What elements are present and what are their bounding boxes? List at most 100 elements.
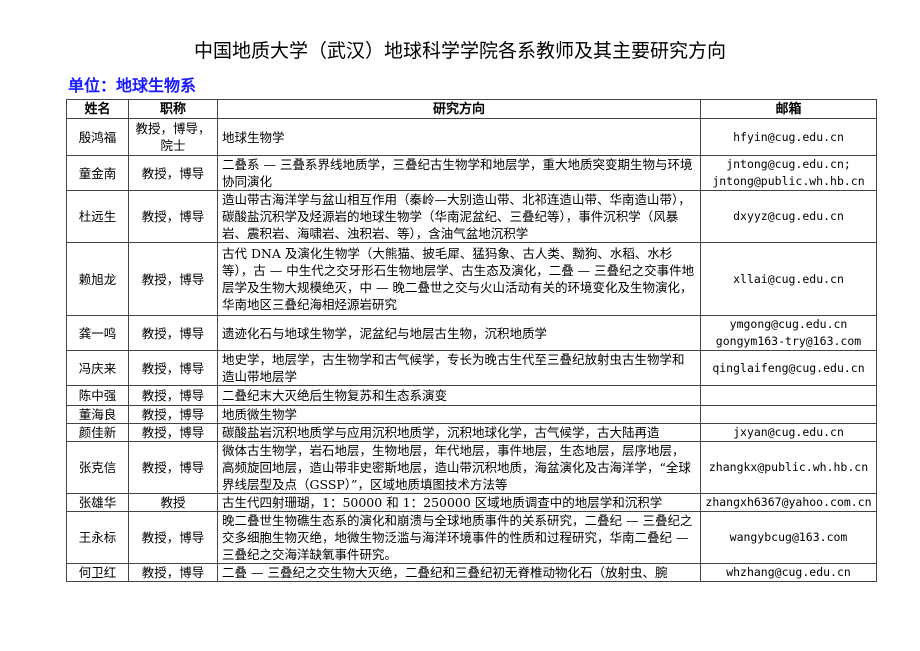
- name-cell-text: 殷鸿福: [78, 129, 117, 145]
- email-cell-text[interactable]: hfyin@cug.edu.cn: [733, 129, 844, 144]
- research-cell-text: 碳酸盐岩沉积地质学与应用沉积地质学，沉积地球化学，古气候学，古大陆再造: [222, 425, 660, 440]
- title-cell: 教授，博导，院士: [128, 118, 218, 156]
- table-row: 龚一鸣 教授，博导 遗迹化石与地球生物学，泥盆纪与地层古生物，沉积地质学 ymgong…: [66, 315, 877, 351]
- name-cell-text: 董海良: [78, 407, 117, 422]
- table-row: 王永标 教授，博导 晚二叠世生物礁生态系的演化和崩溃与全球地质事件的关系研究，二叠纪…: [66, 511, 877, 564]
- title-cell-text: 教授，博导: [141, 425, 205, 440]
- table-row: 赖旭龙 教授，博导 古代 DNA 及演化生物学（大熊猫、披毛犀、猛犸象、古人类、黝狗…: [66, 242, 877, 316]
- title-cell-text: 教授，博导: [141, 165, 205, 181]
- name-cell: 殷鸿福: [66, 118, 129, 156]
- title-cell-text: 教授，博导: [141, 388, 205, 403]
- research-cell-text: 地球生物学: [222, 129, 285, 145]
- research-cell: 晚二叠世生物礁生态系的演化和崩溃与全球地质事件的关系研究，二叠纪 — 三叠纪之交…: [217, 511, 701, 564]
- title-cell: 教授: [128, 493, 218, 512]
- title-cell: 教授，博导: [128, 511, 218, 564]
- table-row: 董海良 教授，博导 地质微生物学: [66, 405, 877, 424]
- email-cell-text[interactable]: zhangxh6367@yahoo.com.cn: [705, 495, 872, 509]
- title-cell-text: 教授，博导: [141, 325, 205, 341]
- email-cell-text[interactable]: dxyyz@cug.edu.cn: [733, 209, 844, 223]
- name-cell: 龚一鸣: [66, 315, 129, 351]
- research-cell-text: 古生代四射珊瑚，1：50000 和 1：250000 区域地质调查中的地层学和沉…: [222, 495, 663, 510]
- email-cell-text[interactable]: ymgong@cug.edu.cn gongym163-try@163.com: [715, 317, 862, 348]
- name-cell-text: 颜佳新: [78, 425, 117, 440]
- research-cell: 地质微生物学: [217, 405, 701, 424]
- research-cell: 微体古生物学，岩石地层，生物地层，年代地层，事件地层，生态地层，层序地层，高频旋…: [217, 441, 701, 494]
- header-research: 研究方向: [217, 99, 701, 119]
- name-cell: 王永标: [66, 511, 129, 564]
- title-cell: 教授，博导: [128, 350, 218, 386]
- email-cell-text[interactable]: jxyan@cug.edu.cn: [733, 425, 844, 439]
- title-cell: 教授，博导: [128, 190, 218, 243]
- email-cell-text[interactable]: whzhang@cug.edu.cn: [726, 565, 851, 579]
- title-cell-text: 教授，博导，院士: [135, 121, 211, 153]
- name-cell-text: 陈中强: [78, 388, 117, 403]
- name-cell: 何卫红: [66, 563, 129, 582]
- email-cell-text[interactable]: xllai@cug.edu.cn: [733, 271, 844, 286]
- title-cell-text: 教授，博导: [141, 407, 205, 422]
- table-row: 殷鸿福 教授，博导，院士 地球生物学 hfyin@cug.edu.cn: [66, 118, 877, 156]
- title-cell: 教授，博导: [128, 423, 218, 442]
- table-row: 颜佳新 教授，博导 碳酸盐岩沉积地质学与应用沉积地质学，沉积地球化学，古气候学，古大…: [66, 423, 877, 442]
- name-cell: 赖旭龙: [66, 242, 129, 316]
- header-name: 姓名: [66, 99, 129, 119]
- header-title: 职称: [128, 99, 218, 119]
- email-cell-text[interactable]: wangybcug@163.com: [729, 530, 848, 544]
- title-cell: 教授，博导: [128, 242, 218, 316]
- research-cell: 地史学，地层学，古生物学和古气候学，专长为晚古生代至三叠纪放射虫古生物学和造山带…: [217, 350, 701, 386]
- research-cell: 二叠纪末大灭绝后生物复苏和生态系演变: [217, 385, 701, 406]
- document-title: 中国地质大学（武汉）地球科学学院各系教师及其主要研究方向: [193, 40, 726, 62]
- table-header: 姓名 职称 研究方向 邮箱: [66, 99, 877, 119]
- title-cell: 教授，博导: [128, 385, 218, 406]
- title-cell: 教授，博导: [128, 563, 218, 582]
- research-cell-text: 晚二叠世生物礁生态系的演化和崩溃与全球地质事件的关系研究，二叠纪 — 三叠纪之交…: [222, 513, 693, 562]
- title-cell-text: 教授，博导: [141, 530, 205, 545]
- email-cell-text[interactable]: jntong@cug.edu.cn; jntong@public.wh.hb.c…: [712, 157, 865, 188]
- email-cell: hfyin@cug.edu.cn: [700, 118, 877, 156]
- research-cell: 造山带古海洋学与盆山相互作用（秦岭—大别造山带、北祁连造山带、华南造山带），碳酸…: [217, 190, 701, 243]
- title-cell-text: 教授，博导: [141, 209, 205, 224]
- name-cell: 董海良: [66, 405, 129, 424]
- title-cell-text: 教授，博导: [141, 360, 205, 376]
- name-cell-text: 龚一鸣: [78, 325, 117, 341]
- name-cell: 颜佳新: [66, 423, 129, 442]
- name-cell-text: 赖旭龙: [78, 271, 117, 287]
- name-cell-text: 杜远生: [78, 209, 117, 224]
- research-cell-text: 古代 DNA 及演化生物学（大熊猫、披毛犀、猛犸象、古人类、黝狗、水稻、水杉等）…: [222, 246, 695, 312]
- name-cell: 杜远生: [66, 190, 129, 243]
- research-cell-text: 造山带古海洋学与盆山相互作用（秦岭—大别造山带、北祁连造山带、华南造山带），碳酸…: [222, 192, 691, 241]
- research-cell: 碳酸盐岩沉积地质学与应用沉积地质学，沉积地球化学，古气候学，古大陆再造: [217, 423, 701, 442]
- table-row: 童金南 教授，博导 二叠系 — 三叠系界线地质学，三叠纪古生物学和地层学，重大地质突…: [66, 155, 877, 191]
- research-cell-text: 地质微生物学: [222, 407, 298, 422]
- faculty-table: 姓名 职称 研究方向 邮箱 殷鸿福 教授，博导，院士 地球生物学 hfyin@cug.…: [66, 99, 877, 582]
- name-cell-text: 童金南: [78, 165, 117, 181]
- table-row: 何卫红 教授，博导 二叠 — 三叠纪之交生物大灭绝，二叠纪和三叠纪初无脊椎动物化石（…: [66, 563, 877, 582]
- title-cell: 教授，博导: [128, 405, 218, 424]
- email-cell: xllai@cug.edu.cn: [700, 242, 877, 316]
- table-row: 张雄华 教授 古生代四射珊瑚，1：50000 和 1：250000 区域地质调查中的…: [66, 493, 877, 512]
- table-row: 陈中强 教授，博导 二叠纪末大灭绝后生物复苏和生态系演变: [66, 385, 877, 406]
- research-cell: 二叠 — 三叠纪之交生物大灭绝，二叠纪和三叠纪初无脊椎动物化石（放射虫、腕: [217, 563, 701, 582]
- research-cell: 古生代四射珊瑚，1：50000 和 1：250000 区域地质调查中的地层学和沉…: [217, 493, 701, 512]
- email-cell: zhangxh6367@yahoo.com.cn: [700, 493, 877, 512]
- name-cell-text: 王永标: [78, 530, 117, 545]
- research-cell: 遗迹化石与地球生物学，泥盆纪与地层古生物，沉积地质学: [217, 315, 701, 351]
- email-cell: qinglaifeng@cug.edu.cn: [700, 350, 877, 386]
- table-row: 冯庆来 教授，博导 地史学，地层学，古生物学和古气候学，专长为晚古生代至三叠纪放射虫…: [66, 350, 877, 386]
- name-cell: 张雄华: [66, 493, 129, 512]
- email-cell-text[interactable]: zhangkx@public.wh.hb.cn: [708, 460, 869, 474]
- research-cell-text: 二叠纪末大灭绝后生物复苏和生态系演变: [222, 388, 448, 403]
- name-cell: 陈中强: [66, 385, 129, 406]
- email-cell: whzhang@cug.edu.cn: [700, 563, 877, 582]
- email-cell: ymgong@cug.edu.cn gongym163-try@163.com: [700, 315, 877, 351]
- email-cell: jxyan@cug.edu.cn: [700, 423, 877, 442]
- email-cell-text[interactable]: qinglaifeng@cug.edu.cn: [712, 360, 865, 375]
- title-cell: 教授，博导: [128, 155, 218, 191]
- research-cell: 二叠系 — 三叠系界线地质学，三叠纪古生物学和地层学，重大地质突变期生物与环境协…: [217, 155, 701, 191]
- research-cell-text: 地史学，地层学，古生物学和古气候学，专长为晚古生代至三叠纪放射虫古生物学和造山带…: [222, 352, 685, 384]
- research-cell-text: 二叠系 — 三叠系界线地质学，三叠纪古生物学和地层学，重大地质突变期生物与环境协…: [222, 157, 693, 189]
- name-cell-text: 何卫红: [78, 565, 117, 580]
- email-cell: [700, 405, 877, 424]
- research-cell-text: 二叠 — 三叠纪之交生物大灭绝，二叠纪和三叠纪初无脊椎动物化石（放射虫、腕: [222, 565, 668, 580]
- unit-heading: 单位：地球生物系: [68, 76, 197, 95]
- name-cell-text: 张克信: [78, 460, 117, 475]
